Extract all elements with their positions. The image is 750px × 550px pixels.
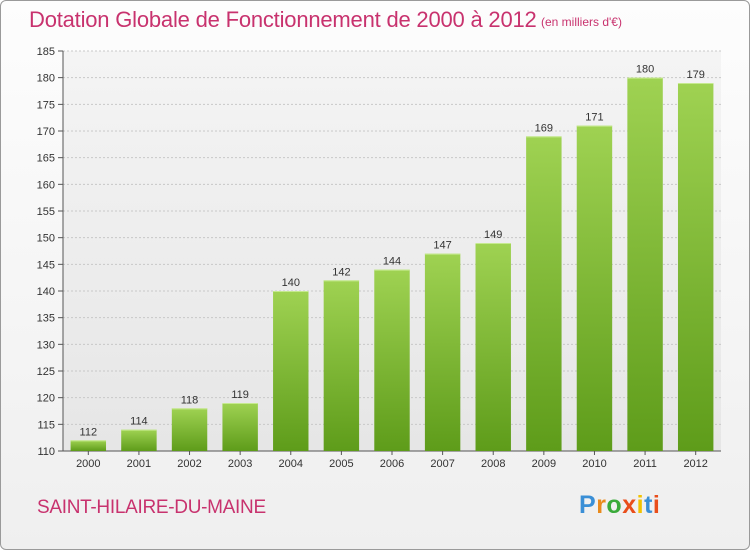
bar-value-label: 142 [332,266,350,278]
bar-value-label: 144 [383,256,401,268]
y-tick-label: 155 [37,206,55,218]
y-tick-label: 175 [37,99,55,111]
x-tick-label: 2010 [582,458,606,470]
logo-letter: o [606,491,623,519]
y-tick-label: 145 [37,259,55,271]
x-tick-label: 2008 [481,458,505,470]
x-tick-label: 2005 [329,458,353,470]
y-tick-label: 110 [37,446,55,458]
bar-value-label: 147 [433,240,451,252]
bar-value-label: 119 [231,389,249,401]
bar-value-label: 171 [585,112,603,124]
y-tick-label: 160 [37,179,55,191]
y-tick-label: 135 [37,313,55,325]
y-tick-label: 165 [37,153,55,165]
logo-letter: i [652,491,661,519]
logo-letter: P [579,491,597,519]
bar [424,253,461,451]
y-tick-label: 185 [37,46,55,58]
bar [222,403,258,451]
proxiti-logo: Proxiti [579,491,660,520]
bar [171,408,208,451]
commune-name: SAINT-HILAIRE-DU-MAINE [37,497,266,518]
x-tick-label: 2000 [76,458,100,470]
logo-letter: t [644,491,653,519]
bar [576,125,613,452]
logo-letter: x [622,491,637,519]
y-tick-label: 180 [37,73,55,85]
bar-value-label: 140 [282,277,300,289]
bar-value-label: 179 [687,69,705,81]
x-tick-label: 2006 [380,458,404,470]
y-tick-label: 150 [37,233,55,245]
x-tick-label: 2001 [127,458,151,470]
logo-letter: i [636,491,645,519]
bar-value-label: 112 [80,426,98,438]
chart-title: Dotation Globale de Fonctionnement de 20… [29,7,537,32]
bar-value-label: 114 [130,416,148,428]
bar [374,269,410,451]
bar [677,83,714,451]
chart-unit: (en milliers d'€) [541,15,622,29]
bar [273,291,309,451]
y-tick-label: 170 [37,126,55,138]
bar-value-label: 180 [636,64,654,76]
y-tick-label: 120 [37,393,55,405]
y-tick-label: 130 [37,339,55,351]
bar [526,136,562,452]
bar [627,77,663,452]
y-tick-label: 115 [37,419,55,431]
x-tick-label: 2002 [177,458,201,470]
x-tick-label: 2009 [532,458,556,470]
x-tick-label: 2003 [228,458,252,470]
bar [475,243,511,451]
y-tick-label: 140 [37,286,55,298]
logo-letter: r [596,491,607,519]
bar-value-label: 169 [535,122,553,134]
bar-value-label: 118 [181,394,199,406]
x-tick-label: 2012 [683,458,707,470]
x-tick-label: 2011 [633,458,657,470]
bar-value-label: 149 [484,229,502,241]
bar [70,440,107,451]
bar [323,280,360,451]
y-tick-label: 125 [37,366,55,378]
x-tick-label: 2007 [430,458,454,470]
bar [121,429,157,451]
x-tick-label: 2004 [279,458,303,470]
